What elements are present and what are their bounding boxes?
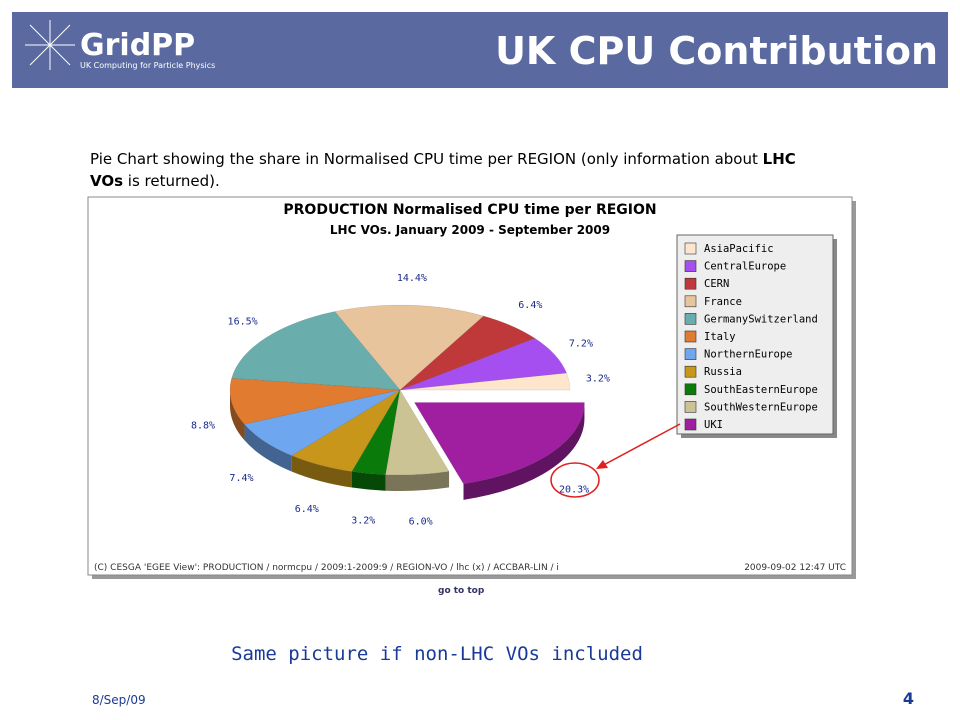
legend-swatch [684, 348, 697, 360]
slice [385, 389, 450, 476]
caption-line1: Pie Chart showing the share in Normalise… [90, 150, 796, 168]
pie: 3.2% 7.2% 6.4% 14.4% 16.5% 8.8% 7.4% 6.4% 3.2% 6.… [191, 242, 818, 528]
slice [351, 389, 401, 475]
legend-label: SouthEasternEurope [704, 384, 818, 396]
data-label: 6.4% [295, 504, 319, 515]
caption-text: is returned). [123, 172, 220, 190]
slice-side [244, 424, 292, 472]
data-label: 3.2% [586, 374, 610, 385]
data-label: 7.4% [229, 473, 253, 484]
slice [231, 311, 401, 391]
slice-tops [229, 304, 571, 476]
logo-text: GridPP [80, 28, 195, 63]
page-number: 4 [903, 689, 914, 708]
legend-swatch [684, 277, 697, 290]
header-bar [12, 12, 948, 88]
slice-side [351, 471, 386, 491]
slice-side [385, 471, 450, 491]
legend-label: UKI [704, 419, 723, 431]
legend-swatch [684, 383, 697, 396]
legend-swatch [684, 418, 697, 431]
data-label: 14.4% [397, 273, 427, 284]
slice-side [463, 402, 585, 500]
exploded-slice [414, 402, 585, 500]
data-label: 7.2% [569, 338, 593, 349]
legend-swatch [684, 365, 697, 378]
note: Same picture if non-LHC VOs included [231, 643, 643, 665]
legend-swatch [684, 401, 697, 413]
chart-subtitle: LHC VOs. January 2009 - September 2009 [330, 223, 610, 237]
legend-swatch [684, 242, 697, 255]
data-label: 3.2% [351, 515, 375, 526]
legend-label: CentralEurope [704, 261, 786, 273]
data-label: 6.0% [409, 517, 433, 528]
slice [414, 402, 585, 485]
chart-timestamp: 2009-09-02 12:47 UTC [744, 563, 846, 573]
slice [243, 389, 401, 456]
slice [399, 337, 567, 391]
legend-swatch [684, 295, 697, 308]
caption-line2: VOs is returned). [90, 172, 220, 190]
legend [676, 234, 834, 435]
chart-credit: (C) CESGA 'EGEE View': PRODUCTION / norm… [94, 563, 559, 573]
legend-label: SouthWesternEurope [704, 401, 818, 413]
highlight-circle [550, 462, 600, 498]
go-to-top[interactable]: go to top [438, 586, 485, 596]
slide-title: UK CPU Contribution [495, 29, 938, 73]
data-label: 16.5% [228, 316, 258, 327]
legend-label: Italy [704, 331, 736, 343]
legend-swatch [684, 260, 697, 272]
arrow-head [596, 460, 608, 469]
caption-bold: LHC [763, 150, 796, 168]
legend-label: GermanySwitzerland [704, 313, 818, 325]
logo-icon [25, 20, 75, 70]
slice-side [230, 390, 245, 441]
slice [399, 372, 571, 391]
caption-text: Pie Chart showing the share in Normalise… [90, 150, 763, 168]
arrow-line [597, 423, 681, 469]
legend-label: France [704, 296, 742, 308]
legend-label: Russia [704, 366, 742, 378]
slice [291, 389, 401, 472]
slice [229, 378, 401, 425]
slice [334, 304, 484, 391]
footer-date: 8/Sep/09 [92, 693, 146, 707]
slice-sides [230, 390, 450, 491]
caption-bold: VOs [90, 172, 123, 190]
chart-title: PRODUCTION Normalised CPU time per REGIO… [283, 202, 656, 218]
legend-label: NorthernEurope [704, 349, 793, 361]
legend-label: CERN [704, 278, 729, 290]
legend-label: AsiaPacific [704, 243, 774, 255]
legend-swatch [684, 330, 697, 343]
data-label: 20.3% [559, 484, 589, 495]
data-label: 6.4% [518, 300, 542, 311]
data-label: 8.8% [191, 420, 215, 431]
slice-side [291, 455, 352, 488]
slice [399, 315, 536, 391]
legend-swatch [684, 313, 697, 325]
logo-subtitle: UK Computing for Particle Physics [80, 61, 215, 70]
